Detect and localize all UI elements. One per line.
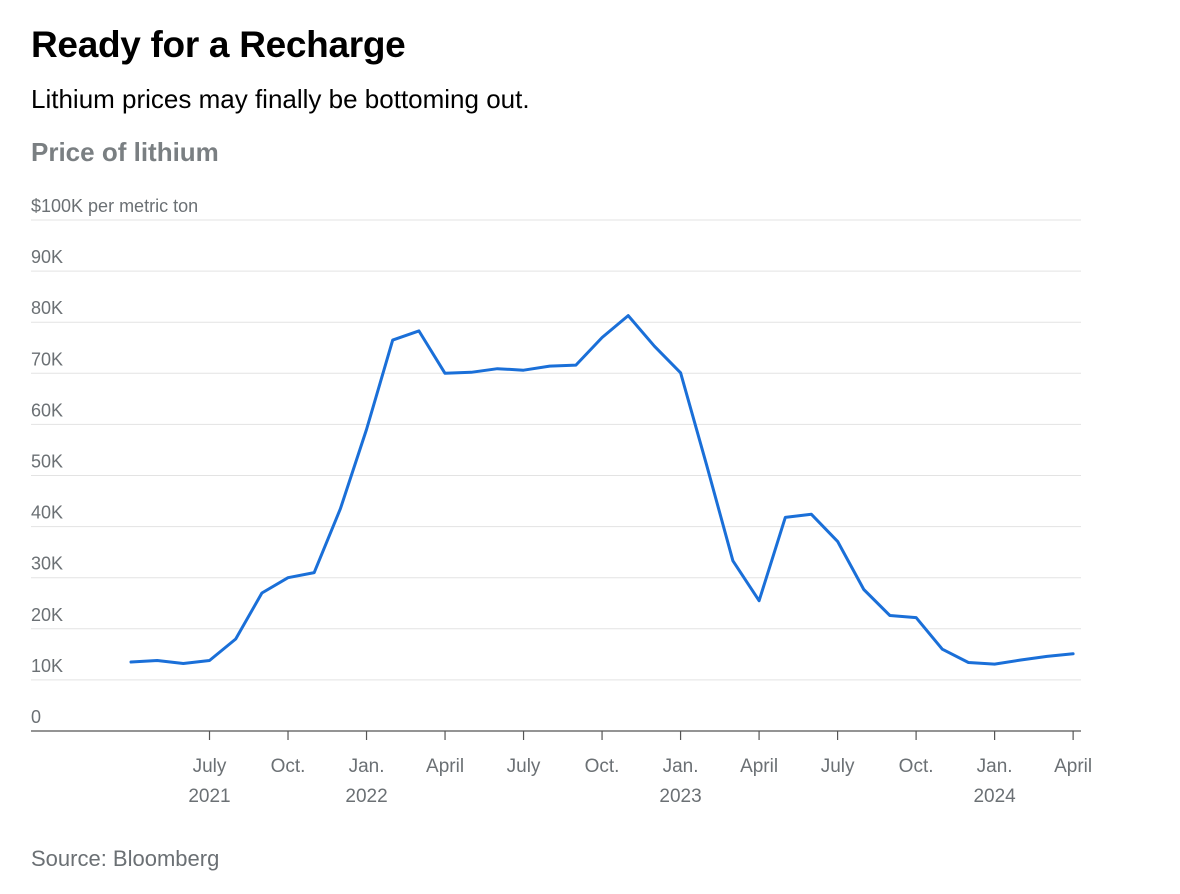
chart-title-heading: Ready for a Recharge <box>31 24 406 65</box>
x-tick-label: Jan. <box>663 756 699 777</box>
x-tick-label: Jan. <box>977 756 1013 777</box>
x-tick-year-label: 2023 <box>659 786 701 807</box>
x-tick-label: July <box>821 756 855 777</box>
y-tick-label: 90K <box>31 247 63 267</box>
x-tick-label: July <box>507 756 541 777</box>
y-tick-label: 0 <box>31 707 41 727</box>
x-tick-year-label: 2022 <box>345 786 387 807</box>
x-tick-label: Oct. <box>585 756 620 777</box>
line-layer <box>129 314 1075 666</box>
y-tick-layer: 0 10K 20K 30K 40K 50K 60K 70K 80K 90K $100K per me… <box>31 196 198 727</box>
y-tick-label: 70K <box>31 349 63 369</box>
y-tick-label: 80K <box>31 298 63 318</box>
x-tick-year-label: 2021 <box>188 786 230 807</box>
y-tick-label: 30K <box>31 554 63 574</box>
x-tick-layer: July 2021 Oct. Jan. 2022 April July Oct. Jan. 202… <box>188 731 1092 807</box>
x-tick-label: July <box>193 756 227 777</box>
chart-series-title: Price of lithium <box>31 137 219 167</box>
series-line-lithium-price <box>129 314 1075 666</box>
y-tick-label: 40K <box>31 503 63 523</box>
x-tick-label: April <box>426 756 464 777</box>
x-tick-label: Jan. <box>349 756 385 777</box>
x-tick-year-label: 2024 <box>973 786 1016 807</box>
y-tick-label: 20K <box>31 605 63 625</box>
grid-layer <box>31 219 1081 732</box>
y-tick-label: 50K <box>31 452 63 472</box>
source-note: Source: Bloomberg <box>31 846 220 871</box>
y-tick-label: 10K <box>31 656 63 676</box>
x-tick-label: April <box>1054 756 1092 777</box>
x-tick-label: Oct. <box>271 756 306 777</box>
x-tick-label: Oct. <box>899 756 934 777</box>
y-axis-unit-label: $100K per metric ton <box>31 196 198 216</box>
y-tick-label: 60K <box>31 400 63 420</box>
chart-subtitle: Lithium prices may finally be bottoming … <box>31 84 530 114</box>
x-tick-label: April <box>740 756 778 777</box>
